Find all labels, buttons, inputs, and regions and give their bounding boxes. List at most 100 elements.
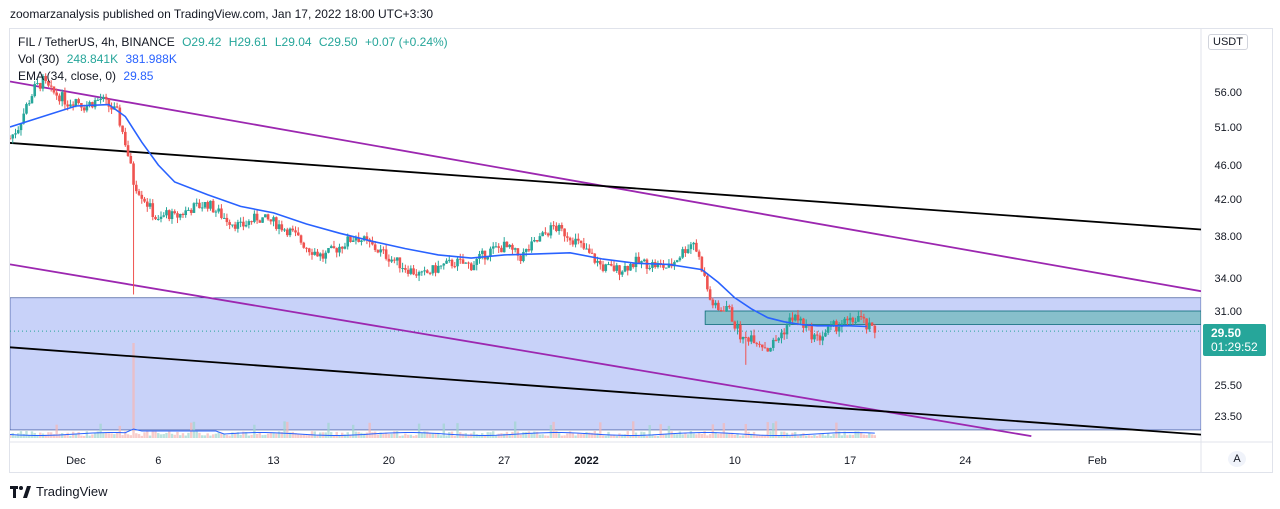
- volume-bar: [384, 432, 388, 438]
- candle-body: [662, 263, 665, 268]
- candle-body: [637, 256, 641, 263]
- candle-body: [733, 321, 737, 329]
- volume-bar: [428, 433, 432, 438]
- candle-body: [63, 92, 67, 105]
- trend-line-2: [10, 142, 1201, 231]
- candle-body: [60, 92, 64, 102]
- volume-bar: [783, 431, 786, 438]
- candle-body: [313, 251, 317, 255]
- volume-bar: [327, 422, 330, 438]
- volume-bar: [835, 422, 838, 438]
- volume-bar: [612, 434, 616, 438]
- candle-body: [494, 246, 498, 248]
- volume-bar: [758, 434, 761, 438]
- candle-body: [634, 256, 638, 268]
- ema-label: EMA (34, close, 0): [18, 69, 117, 83]
- candle-body: [568, 237, 572, 241]
- y-tick-label: 34.00: [1214, 273, 1242, 285]
- candle-body: [327, 248, 330, 253]
- candle-body: [846, 318, 849, 321]
- candle-body: [266, 214, 270, 220]
- candle-body: [538, 236, 542, 242]
- candle-body: [563, 228, 566, 237]
- y-tick-label: 25.50: [1214, 380, 1242, 392]
- candle-body: [467, 262, 470, 264]
- volume-bar: [645, 435, 649, 438]
- volume-bar: [99, 423, 102, 438]
- candle-body: [684, 249, 687, 254]
- volume-bar: [80, 435, 83, 438]
- volume-bar: [596, 433, 599, 438]
- candle-body: [873, 325, 877, 333]
- volume-bar: [302, 434, 305, 438]
- candle-body: [343, 246, 347, 249]
- volume-bar: [692, 433, 695, 438]
- currency-button[interactable]: USDT: [1208, 34, 1248, 50]
- volume-bar: [28, 435, 31, 438]
- candle-body: [815, 334, 819, 336]
- legend-volume-row[interactable]: Vol (30) 248.841K 381.988K: [18, 52, 181, 66]
- candle-body: [755, 343, 759, 345]
- volume-bar: [382, 433, 385, 438]
- auto-scale-button[interactable]: A: [1228, 451, 1246, 467]
- volume-bar: [681, 434, 684, 438]
- volume-bar: [85, 431, 89, 438]
- volume-bar: [102, 432, 105, 438]
- candle-body: [159, 216, 163, 219]
- candle-body: [132, 163, 135, 185]
- volume-bar: [107, 433, 111, 438]
- symbol-label[interactable]: FIL / TetherUS, 4h, BINANCE: [18, 35, 175, 49]
- volume-bar: [772, 423, 775, 438]
- last-price-badge: 29.50 01:29:52: [1203, 324, 1266, 356]
- volume-bar: [563, 435, 566, 438]
- candle-body: [749, 335, 753, 342]
- trend-line-3: [10, 346, 1201, 436]
- bar-countdown: 01:29:52: [1211, 340, 1258, 354]
- candle-body: [708, 289, 712, 300]
- candle-body: [398, 257, 402, 269]
- candle-body: [582, 243, 586, 249]
- candle-body: [447, 259, 451, 261]
- candle-body: [33, 83, 37, 97]
- volume-bar: [700, 433, 704, 438]
- candle-body: [609, 264, 613, 266]
- candle-body: [546, 233, 550, 236]
- volume-bar: [571, 433, 575, 438]
- candle-body: [104, 96, 108, 99]
- candle-body: [30, 96, 34, 104]
- volume-bar: [74, 433, 78, 438]
- volume-bar: [417, 423, 421, 438]
- candle-body: [382, 249, 385, 251]
- volume-bar: [198, 432, 201, 438]
- candle-body: [516, 248, 520, 256]
- footer-brand[interactable]: TradingView: [10, 484, 108, 499]
- volume-bar: [541, 434, 544, 438]
- candle-body: [442, 263, 446, 266]
- volume-bar: [769, 431, 772, 438]
- candle-body: [393, 259, 396, 261]
- volume-bar: [275, 433, 278, 438]
- candle-body: [165, 210, 168, 216]
- volume-bar: [651, 434, 654, 438]
- volume-bar: [728, 433, 731, 438]
- legend-ema-row[interactable]: EMA (34, close, 0) 29.85: [18, 69, 157, 83]
- y-tick-label: 31.00: [1214, 306, 1242, 318]
- volume-bar: [244, 432, 248, 438]
- volume-bar: [467, 434, 470, 438]
- candle-body: [552, 225, 555, 227]
- volume-bar: [843, 431, 846, 438]
- volume-bar: [821, 433, 824, 438]
- volume-bar: [588, 432, 591, 438]
- candle-body: [508, 244, 511, 248]
- volume-bar: [118, 425, 122, 438]
- candle-body: [52, 86, 56, 93]
- candle-body: [571, 240, 575, 245]
- volume-bar: [231, 432, 234, 438]
- candle-body: [211, 200, 215, 213]
- volume-bar: [621, 434, 624, 438]
- volume-bar: [492, 431, 495, 438]
- volume-bar: [412, 435, 415, 438]
- volume-bar: [741, 435, 745, 438]
- volume-bar: [420, 432, 424, 438]
